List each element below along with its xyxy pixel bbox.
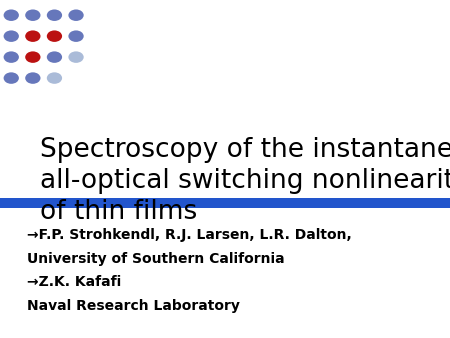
Circle shape: [68, 30, 84, 42]
Circle shape: [4, 30, 19, 42]
Circle shape: [4, 72, 19, 84]
Circle shape: [4, 9, 19, 21]
Circle shape: [47, 51, 62, 63]
Circle shape: [25, 30, 40, 42]
Circle shape: [25, 72, 40, 84]
Text: →F.P. Strohkendl, R.J. Larsen, L.R. Dalton,: →F.P. Strohkendl, R.J. Larsen, L.R. Dalt…: [27, 228, 352, 242]
Circle shape: [47, 72, 62, 84]
Text: →Z.K. Kafafi: →Z.K. Kafafi: [27, 275, 121, 289]
Circle shape: [68, 51, 84, 63]
Text: Naval Research Laboratory: Naval Research Laboratory: [27, 299, 240, 313]
Circle shape: [68, 9, 84, 21]
Circle shape: [47, 9, 62, 21]
Circle shape: [25, 51, 40, 63]
Circle shape: [4, 51, 19, 63]
Text: Spectroscopy of the instantaneous
all-optical switching nonlinearity
of thin fil: Spectroscopy of the instantaneous all-op…: [40, 137, 450, 225]
Bar: [0, 198, 450, 208]
Circle shape: [25, 9, 40, 21]
Circle shape: [47, 30, 62, 42]
Text: University of Southern California: University of Southern California: [27, 251, 284, 266]
